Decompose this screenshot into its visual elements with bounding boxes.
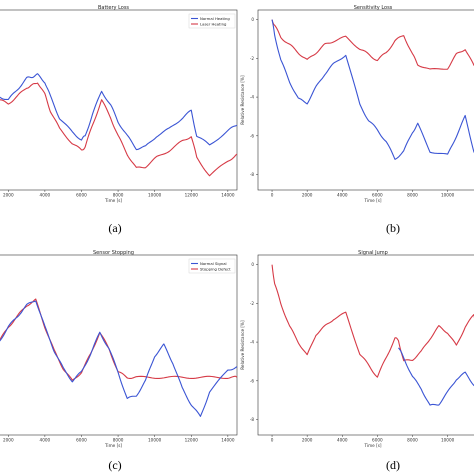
x-tick-label: 14000: [221, 438, 235, 443]
y-axis-label: Relative Resistance [%]: [240, 75, 245, 125]
plot-title: Battery Loss: [98, 5, 129, 11]
legend-box: [188, 13, 236, 29]
series-line-1: [0, 73, 237, 151]
plot-area: [0, 254, 238, 436]
x-axis-label: Time [s]: [363, 198, 381, 203]
subfigure-caption: (d): [386, 458, 400, 472]
subplot-b: Sensitivity Loss020004000600080001000012…: [240, 5, 474, 203]
x-tick-label: 4000: [337, 193, 348, 198]
x-tick-label: 10000: [441, 438, 455, 443]
x-tick-label: 14000: [221, 193, 235, 198]
series-line-1: [0, 300, 237, 417]
x-tick-label: 8000: [407, 438, 418, 443]
plot-title: Signal Jump: [358, 250, 388, 256]
x-tick-label: 8000: [113, 193, 124, 198]
x-tick-label: 6000: [76, 438, 87, 443]
plot-area: [257, 9, 474, 191]
y-tick-label: 0: [251, 262, 254, 267]
subfigure-caption: (c): [108, 458, 121, 472]
subfigure-caption: (a): [108, 221, 121, 235]
x-tick-label: 4000: [40, 438, 51, 443]
series-line-1: [398, 347, 474, 406]
x-axis-label: Time [s]: [104, 443, 122, 448]
y-tick-label: -4: [250, 95, 255, 100]
x-tick-label: 8000: [113, 438, 124, 443]
subfigure-caption: (b): [386, 221, 400, 235]
x-tick-label: 6000: [76, 193, 87, 198]
plot-title: Sensitivity Loss: [354, 5, 393, 11]
x-tick-label: 10000: [148, 193, 162, 198]
series-line-2: [0, 82, 237, 177]
x-tick-label: 10000: [148, 438, 162, 443]
subplot-c: Sensor Stopping 2000 4000 6000 8000 10000 1200…: [0, 250, 238, 448]
y-tick-label: -6: [250, 133, 255, 138]
y-tick-label: -6: [250, 378, 255, 383]
x-axis-label: Time [s]: [363, 443, 381, 448]
legend-label: Normal Signal: [200, 261, 227, 266]
x-tick-label: 4000: [40, 193, 51, 198]
x-tick-label: 6000: [372, 438, 383, 443]
x-tick-label: 12000: [185, 438, 199, 443]
x-tick-label: 10000: [441, 193, 455, 198]
series-line-2: [271, 264, 474, 378]
y-tick-label: -8: [250, 172, 255, 177]
x-tick-label: 6000: [372, 193, 383, 198]
x-tick-label: 0: [271, 438, 274, 443]
subplot-a: Battery Loss 2000 4000 6000 8000 10000 12000 14…: [0, 5, 238, 203]
legend-label: Stopping Defect: [200, 266, 231, 271]
x-tick-label: 2000: [3, 438, 14, 443]
legend-label: Laser Heating: [200, 21, 227, 26]
x-tick-label: 8000: [407, 193, 418, 198]
plot-area: [0, 9, 238, 191]
plot-area: [257, 254, 474, 436]
x-tick-label: 2000: [302, 438, 313, 443]
y-tick-label: 0: [251, 17, 254, 22]
x-axis-label: Time [s]: [104, 198, 122, 203]
y-tick-label: -2: [250, 56, 255, 61]
y-axis-label: Relative Resistance [%]: [240, 320, 245, 370]
legend-box: [188, 258, 236, 274]
y-tick-label: -8: [250, 417, 255, 422]
x-tick-label: 2000: [3, 193, 14, 198]
x-tick-label: 0: [271, 193, 274, 198]
subplot-d: Signal Jump020004000600080001000012000Ti…: [240, 250, 474, 448]
series-line-1: [271, 19, 474, 160]
x-tick-label: 12000: [185, 193, 199, 198]
y-tick-label: -4: [250, 340, 255, 345]
plot-title: Sensor Stopping: [93, 250, 134, 256]
legend-label: Normal Heating: [200, 16, 230, 21]
y-tick-label: -2: [250, 301, 255, 306]
x-tick-label: 2000: [302, 193, 313, 198]
series-line-2: [271, 19, 474, 70]
x-tick-label: 4000: [337, 438, 348, 443]
